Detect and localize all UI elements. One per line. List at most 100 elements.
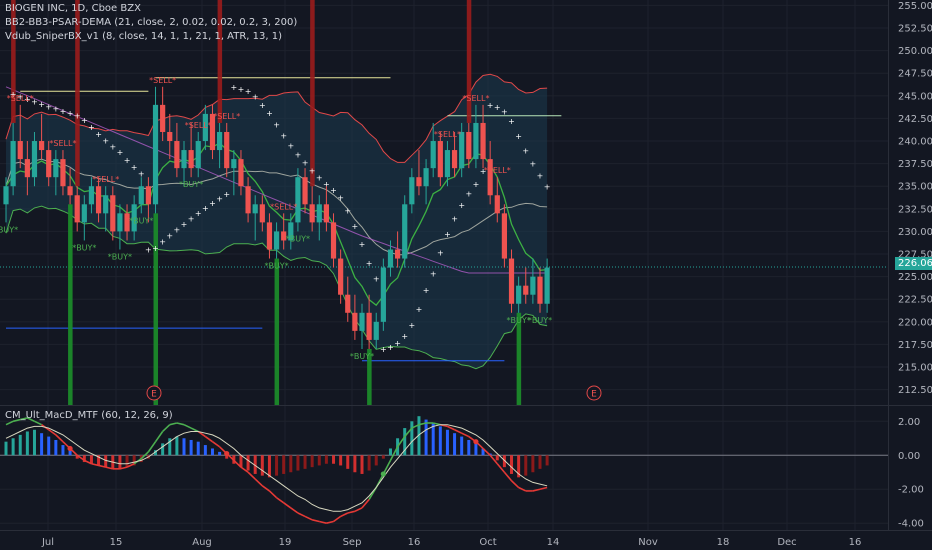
psar-dot: + (302, 159, 309, 168)
macd-tick-label: -2.00 (898, 485, 924, 496)
macd-histogram-bar (410, 421, 414, 456)
macd-line-segment (510, 480, 520, 489)
price-tick-label: 252.50 (898, 24, 932, 35)
macd-histogram-bar (438, 426, 442, 456)
buy-label: *BUY* (179, 180, 203, 189)
psar-dot: + (515, 132, 522, 141)
price-tick-label: 230.00 (898, 227, 932, 238)
macd-histogram-bar (296, 455, 300, 471)
candle-body (345, 294, 351, 313)
candle-body (95, 186, 102, 214)
macd-histogram-bar (182, 438, 186, 456)
macd-line-segment (496, 463, 506, 473)
candle-body (252, 204, 258, 214)
macd-histogram-bar (54, 439, 58, 456)
time-tick-label: Nov (638, 537, 658, 548)
macd-histogram-bar (75, 455, 79, 459)
macd-histogram-bar (203, 445, 207, 456)
macd-histogram-bar (360, 455, 364, 474)
candle-body (387, 249, 394, 268)
macd-histogram-bar (481, 448, 485, 456)
macd-line-segment (319, 520, 327, 524)
macd-histogram-bar (453, 433, 457, 456)
earnings-marker (586, 385, 602, 401)
candle-body (238, 159, 244, 187)
candle-body (88, 186, 95, 205)
buy-signal-bar (367, 348, 372, 405)
macd-tick-label: -4.00 (898, 519, 924, 530)
macd-line-segment (147, 441, 157, 453)
macd-histogram-bar (510, 455, 514, 474)
macd-line-segment (461, 432, 470, 438)
macd-histogram-bar (417, 416, 421, 456)
psar-dot: + (480, 167, 487, 176)
macd-histogram-bar (168, 438, 172, 456)
candle-body (188, 150, 194, 169)
earnings-label: E (151, 390, 157, 400)
macd-histogram-bar (381, 455, 385, 459)
buy-signal-bar (153, 213, 159, 405)
psar-dot: + (487, 101, 494, 110)
buy-label: *BUY* (507, 316, 531, 325)
buy-label: *BUY* (264, 262, 288, 271)
candle-body (17, 141, 23, 160)
indicator-legend-bb[interactable]: BB2-BB3-PSAR-DEMA (21, close, 2, 0.02, 0… (5, 17, 298, 28)
macd-line-segment (240, 466, 249, 473)
macd-line-segment (119, 466, 128, 470)
price-tick-label: 220.00 (898, 317, 932, 328)
macd-line-segment (447, 425, 455, 431)
psar-dot: + (88, 123, 95, 132)
candle-body (31, 141, 38, 178)
macd-histogram-bar (125, 455, 129, 468)
candle-body (152, 104, 159, 205)
macd-line-segment (433, 422, 441, 426)
macd-histogram-bar (161, 443, 165, 456)
macd-line-segment (503, 471, 513, 482)
macd-legend[interactable]: CM_Ult_MacD_MTF (60, 12, 26, 9) (5, 410, 173, 421)
macd-histogram-bar (189, 439, 193, 456)
macd-histogram-bar (332, 455, 336, 464)
macd-line-segment (389, 446, 399, 461)
signal-line (5, 424, 548, 512)
psar-dot: + (24, 95, 31, 104)
candle-body (10, 141, 16, 187)
macd-line-segment (162, 424, 171, 433)
candle-body (124, 213, 130, 232)
macd-histogram-bar (61, 445, 65, 456)
macd-histogram-bar (210, 448, 214, 456)
price-tick-label: 215.00 (898, 363, 932, 374)
macd-line-segment (268, 490, 278, 499)
macd-histogram-bar (545, 455, 549, 466)
candle-body (174, 141, 180, 169)
candle-body (359, 312, 365, 331)
psar-dot: + (280, 131, 287, 140)
psar-dot: + (387, 343, 394, 352)
psar-dot: + (31, 97, 38, 106)
macd-histogram-bar (303, 455, 307, 469)
candle-body (380, 267, 386, 322)
buy-signal-bar (68, 204, 73, 405)
candle-body (316, 204, 322, 223)
psar-dot: + (465, 190, 472, 199)
candle-body (459, 131, 465, 169)
middle-band (5, 158, 548, 256)
candle-body (494, 195, 500, 214)
candle-body (39, 141, 45, 151)
buy-label: *BUY* (129, 216, 153, 225)
candle-body (281, 231, 287, 241)
psar-dot: + (330, 186, 337, 195)
macd-line-segment (261, 485, 270, 492)
psar-dot: + (252, 92, 259, 101)
macd-line-segment (361, 498, 370, 509)
indicator-legend-sniper[interactable]: Vdub_SniperBX_v1 (8, close, 14, 1, 1, 21… (5, 31, 283, 42)
time-tick-label: Aug (192, 537, 212, 548)
price-tick-label: 242.50 (898, 114, 932, 125)
macd-tick-label: 2.00 (898, 417, 920, 428)
macd-cross-dot (473, 439, 479, 445)
macd-line-segment (12, 418, 21, 423)
price-tick-label: 227.50 (898, 250, 932, 261)
macd-histogram-bar (25, 431, 29, 456)
sell-label: *SELL* (270, 202, 297, 211)
buy-label: *BUY* (350, 352, 374, 361)
